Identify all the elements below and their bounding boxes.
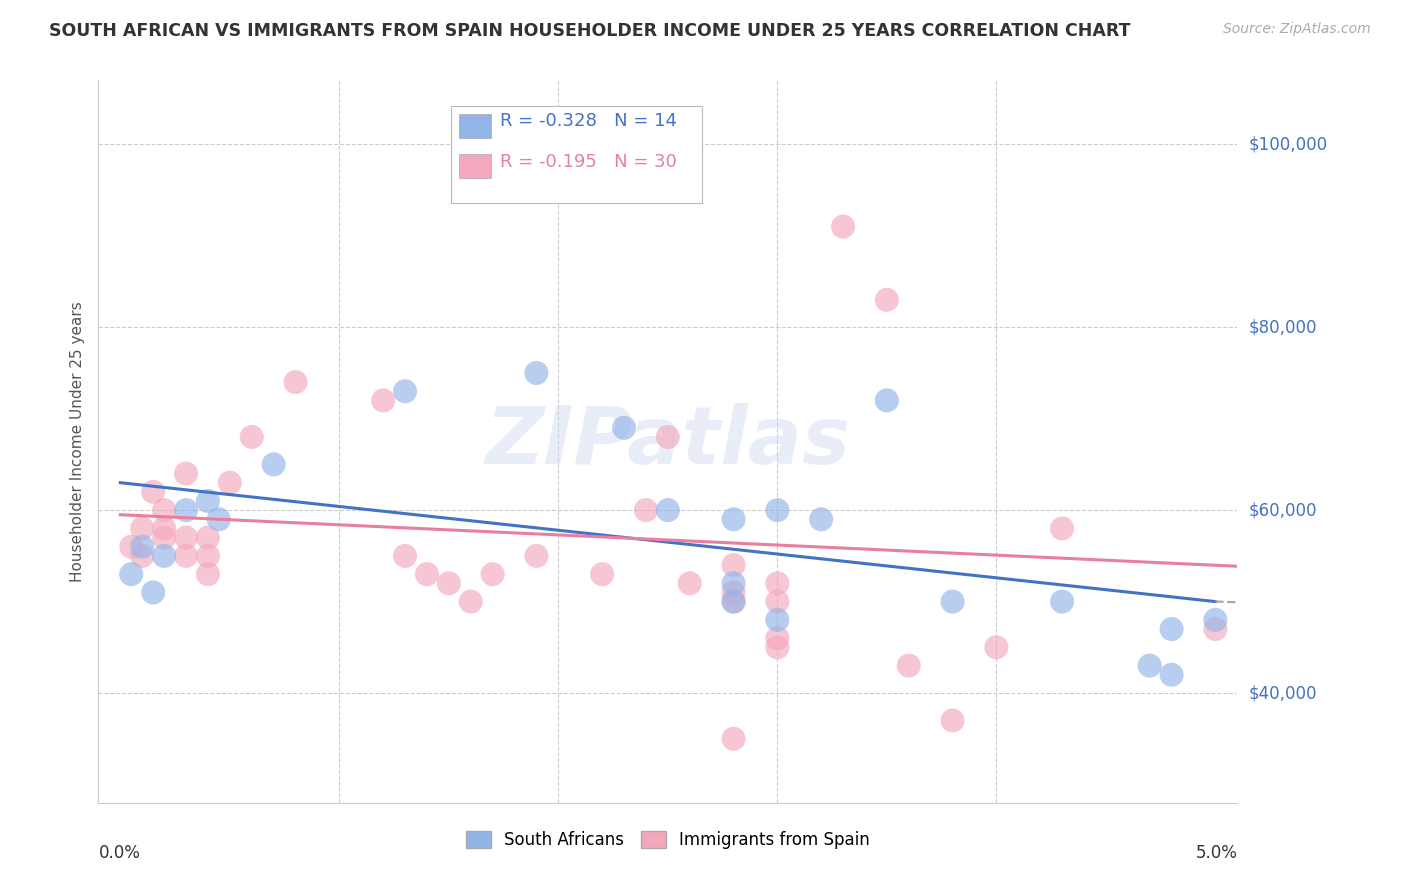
Point	[526, 549, 548, 563]
Point	[723, 512, 745, 526]
Point	[766, 594, 789, 608]
Point	[153, 521, 176, 535]
Point	[153, 549, 176, 563]
Point	[766, 576, 789, 591]
Point	[197, 531, 219, 545]
Point	[723, 558, 745, 572]
Point	[1139, 658, 1161, 673]
Point	[416, 567, 439, 582]
Text: Source: ZipAtlas.com: Source: ZipAtlas.com	[1223, 22, 1371, 37]
Point	[766, 640, 789, 655]
Point	[174, 467, 197, 481]
Point	[810, 512, 832, 526]
Point	[197, 567, 219, 582]
Point	[876, 293, 898, 307]
Point	[174, 549, 197, 563]
Point	[394, 384, 416, 399]
Point	[876, 393, 898, 408]
Text: $60,000: $60,000	[1249, 501, 1317, 519]
Point	[284, 375, 307, 389]
Point	[131, 540, 153, 554]
Point	[1204, 622, 1226, 636]
Bar	[460, 114, 491, 138]
Point	[1160, 622, 1182, 636]
Point	[218, 475, 240, 490]
Point	[142, 484, 165, 499]
Point	[460, 594, 482, 608]
Point	[1050, 594, 1073, 608]
Point	[131, 521, 153, 535]
Y-axis label: Householder Income Under 25 years: Householder Income Under 25 years	[69, 301, 84, 582]
Text: ZIPatlas: ZIPatlas	[485, 402, 851, 481]
Point	[942, 714, 965, 728]
Point	[174, 503, 197, 517]
Point	[613, 421, 636, 435]
Point	[832, 219, 855, 234]
Text: SOUTH AFRICAN VS IMMIGRANTS FROM SPAIN HOUSEHOLDER INCOME UNDER 25 YEARS CORRELA: SOUTH AFRICAN VS IMMIGRANTS FROM SPAIN H…	[49, 22, 1130, 40]
Point	[437, 576, 460, 591]
Point	[197, 494, 219, 508]
Legend: South Africans, Immigrants from Spain: South Africans, Immigrants from Spain	[460, 824, 876, 856]
Point	[942, 594, 965, 608]
Text: 0.0%: 0.0%	[98, 844, 141, 862]
Point	[153, 503, 176, 517]
Point	[723, 594, 745, 608]
Point	[208, 512, 231, 526]
Point	[1160, 667, 1182, 681]
Point	[657, 503, 679, 517]
Point	[897, 658, 920, 673]
Point	[679, 576, 702, 591]
Point	[986, 640, 1008, 655]
Point	[120, 540, 142, 554]
Point	[153, 531, 176, 545]
Point	[723, 585, 745, 599]
Text: $100,000: $100,000	[1249, 136, 1327, 153]
Point	[131, 549, 153, 563]
Point	[723, 731, 745, 746]
Point	[263, 458, 285, 472]
Point	[481, 567, 503, 582]
Text: R = -0.328   N = 14: R = -0.328 N = 14	[501, 112, 678, 130]
Text: $40,000: $40,000	[1249, 684, 1317, 702]
Bar	[460, 154, 491, 178]
Point	[174, 531, 197, 545]
Point	[766, 503, 789, 517]
Point	[657, 430, 679, 444]
Text: $80,000: $80,000	[1249, 318, 1317, 336]
Point	[766, 613, 789, 627]
Point	[591, 567, 613, 582]
Point	[142, 585, 165, 599]
Point	[723, 594, 745, 608]
FancyBboxPatch shape	[451, 105, 702, 203]
Point	[394, 549, 416, 563]
Text: R = -0.195   N = 30: R = -0.195 N = 30	[501, 153, 678, 171]
Point	[1050, 521, 1073, 535]
Point	[723, 576, 745, 591]
Point	[1204, 613, 1226, 627]
Point	[120, 567, 142, 582]
Point	[634, 503, 657, 517]
Point	[766, 631, 789, 645]
Point	[526, 366, 548, 380]
Point	[197, 549, 219, 563]
Point	[371, 393, 394, 408]
Text: 5.0%: 5.0%	[1195, 844, 1237, 862]
Point	[240, 430, 263, 444]
